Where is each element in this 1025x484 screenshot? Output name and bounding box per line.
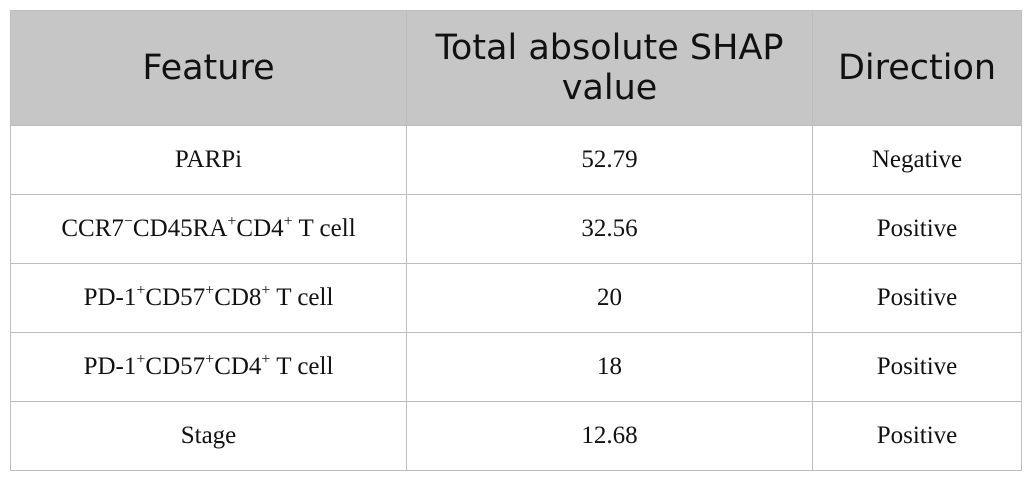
feature-text: Stage (180, 422, 237, 449)
feature-text: PD-1 (83, 284, 137, 311)
direction-cell: Negative (812, 125, 1022, 195)
feature-marker-superscript: + (205, 351, 215, 368)
feature-text: CD45RA (132, 215, 228, 242)
feature-text: CD4 (236, 215, 284, 242)
feature-marker-superscript: + (283, 213, 293, 230)
feature-cell: PARPi (10, 125, 407, 195)
header-total-absolute-shap-value-label: Total absolute SHAP value (435, 28, 784, 108)
feature-cell: CCR7−CD45RA+CD4+ T cell (10, 194, 407, 264)
table-row: CCR7−CD45RA+CD4+ T cell 32.56 Positive (10, 194, 1022, 264)
table-row: PD-1+CD57+CD4+ T cell 18 Positive (10, 332, 1022, 402)
feature-text: CD57 (145, 284, 206, 311)
feature-marker-superscript: + (261, 351, 271, 368)
header-feature: Feature (10, 10, 407, 126)
feature-cell: PD-1+CD57+CD4+ T cell (10, 332, 407, 402)
feature-marker-superscript: + (261, 282, 271, 299)
feature-marker-superscript: − (123, 213, 133, 230)
feature-cell: PD-1+CD57+CD8+ T cell (10, 263, 407, 333)
table-row: PD-1+CD57+CD8+ T cell 20 Positive (10, 263, 1022, 333)
header-direction: Direction (812, 10, 1022, 126)
feature-text: CD4 (214, 353, 262, 380)
feature-text: T cell (292, 215, 356, 242)
feature-marker-superscript: + (205, 282, 215, 299)
feature-text: T cell (270, 284, 334, 311)
table-header: Feature Total absolute SHAP value Direct… (10, 10, 1022, 126)
feature-text: T cell (270, 353, 334, 380)
shap-value-cell: 52.79 (406, 125, 813, 195)
feature-text: PARPi (174, 146, 243, 173)
table-body: PARPi 52.79 Negative CCR7−CD45RA+CD4+ T cel… (10, 125, 1022, 471)
shap-feature-table: Feature Total absolute SHAP value Direct… (10, 10, 1022, 471)
direction-cell: Positive (812, 401, 1022, 471)
shap-value-cell: 12.68 (406, 401, 813, 471)
feature-cell: Stage (10, 401, 407, 471)
shap-value-cell: 20 (406, 263, 813, 333)
shap-value-cell: 32.56 (406, 194, 813, 264)
feature-text: CCR7 (61, 215, 124, 242)
feature-marker-superscript: + (227, 213, 237, 230)
direction-cell: Positive (812, 194, 1022, 264)
feature-marker-superscript: + (136, 351, 146, 368)
feature-text: CD57 (145, 353, 206, 380)
header-row: Feature Total absolute SHAP value Direct… (10, 10, 1022, 126)
feature-text: PD-1 (83, 353, 137, 380)
shap-value-cell: 18 (406, 332, 813, 402)
header-total-absolute-shap-value: Total absolute SHAP value (406, 10, 813, 126)
table-row: PARPi 52.79 Negative (10, 125, 1022, 195)
table-row: Stage 12.68 Positive (10, 401, 1022, 471)
feature-marker-superscript: + (136, 282, 146, 299)
direction-cell: Positive (812, 263, 1022, 333)
direction-cell: Positive (812, 332, 1022, 402)
feature-text: CD8 (214, 284, 262, 311)
